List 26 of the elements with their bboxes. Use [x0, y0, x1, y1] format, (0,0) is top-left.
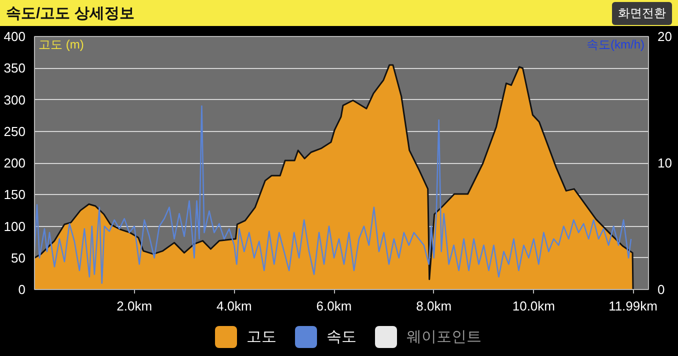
x-tick-label: 11.99km	[608, 298, 658, 314]
x-tick-label: 4.0km	[216, 298, 252, 314]
y-tick-label: 300	[4, 92, 26, 108]
x-tick-label: 8.0km	[416, 298, 452, 314]
y2-axis-title: 속도(km/h)	[586, 38, 645, 52]
x-tick-label: 10.0km	[512, 298, 556, 314]
y-tick-label: 100	[4, 218, 26, 234]
chart-title: 속도/고도 상세정보	[6, 4, 134, 23]
y-tick-label: 150	[4, 187, 26, 202]
line-series	[34, 105, 632, 284]
x-tick-label: 6.0km	[316, 298, 352, 314]
y2-tick-label: 0	[658, 282, 665, 297]
legend-label: 고도	[246, 328, 276, 346]
y2-tick-label: 20	[658, 29, 672, 44]
legend-label: 속도	[326, 328, 356, 346]
y-tick-label: 200	[4, 156, 26, 170]
y-tick-label: 50	[11, 250, 26, 266]
text: 화면전환	[612, 2, 672, 25]
y-tick-label: 350	[4, 60, 26, 76]
y-tick-label: 400	[4, 29, 26, 44]
y-axis-title: 고도 (m)	[38, 38, 84, 52]
y-tick-label: 250	[4, 124, 26, 139]
y-tick-label: 0	[18, 282, 26, 297]
text: 웨이포인트	[406, 328, 482, 346]
x-tick-label: 2.0km	[116, 298, 152, 314]
y2-tick-label: 10	[658, 156, 672, 170]
